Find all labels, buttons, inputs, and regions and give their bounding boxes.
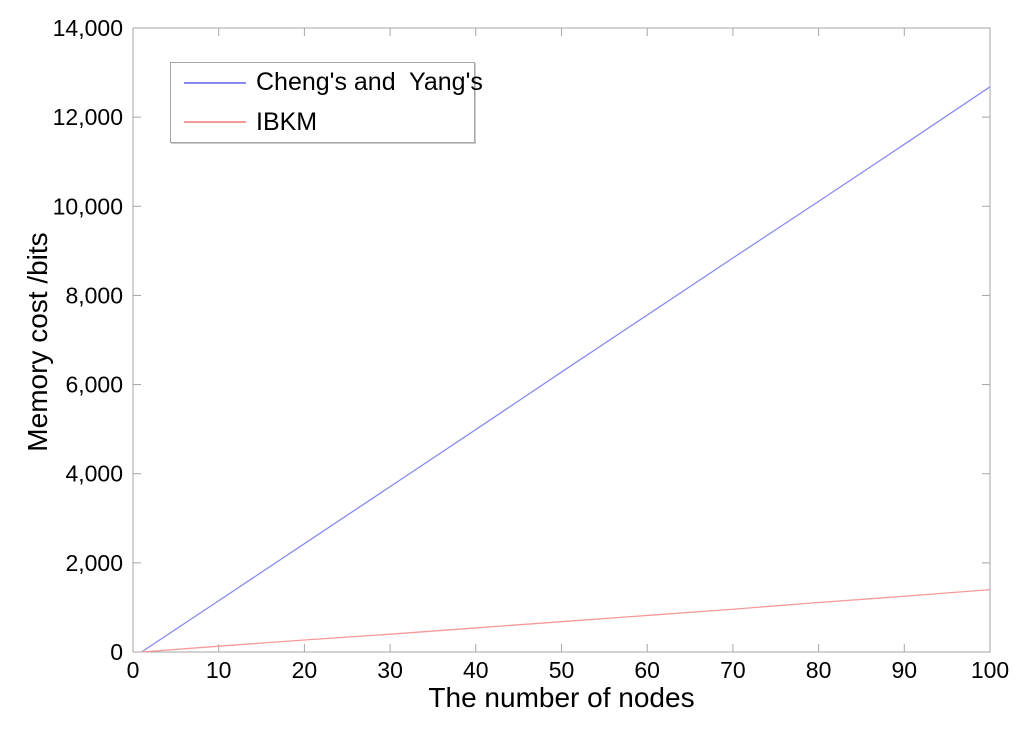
legend-label: IBKM [256, 107, 318, 136]
x-tick-label: 100 [971, 657, 1009, 683]
legend-item: Cheng's and Yang's [171, 65, 483, 101]
x-tick-label: 60 [634, 657, 660, 683]
y-tick-label: 4,000 [65, 461, 123, 487]
legend-label: Cheng's and Yang's [256, 68, 483, 97]
y-tick-label: 6,000 [65, 372, 123, 398]
y-tick-label: 0 [110, 639, 123, 665]
x-tick-label: 30 [377, 657, 403, 683]
series-line-0 [141, 86, 991, 653]
x-tick-label: 40 [463, 657, 489, 683]
y-tick-label: 10,000 [53, 193, 123, 219]
y-axis-label: Memory cost /bits [22, 232, 53, 452]
legend-line-swatch [184, 121, 246, 124]
y-tick-label: 14,000 [53, 15, 123, 41]
x-tick-label: 70 [720, 657, 746, 683]
series-line-1 [141, 588, 991, 653]
x-tick-label: 90 [892, 657, 918, 683]
legend-line-swatch [184, 81, 246, 84]
x-tick-label: 20 [292, 657, 318, 683]
x-axis-label: The number of nodes [428, 682, 695, 713]
legend: Cheng's and Yang's IBKM [170, 62, 483, 143]
y-tick-label: 8,000 [65, 282, 123, 308]
x-tick-label: 0 [127, 657, 140, 683]
y-tick-label: 2,000 [65, 550, 123, 576]
x-tick-label: 50 [549, 657, 575, 683]
legend-item: IBKM [171, 104, 474, 140]
x-tick-label: 80 [806, 657, 832, 683]
y-tick-label: 12,000 [53, 104, 123, 130]
x-tick-label: 10 [206, 657, 232, 683]
